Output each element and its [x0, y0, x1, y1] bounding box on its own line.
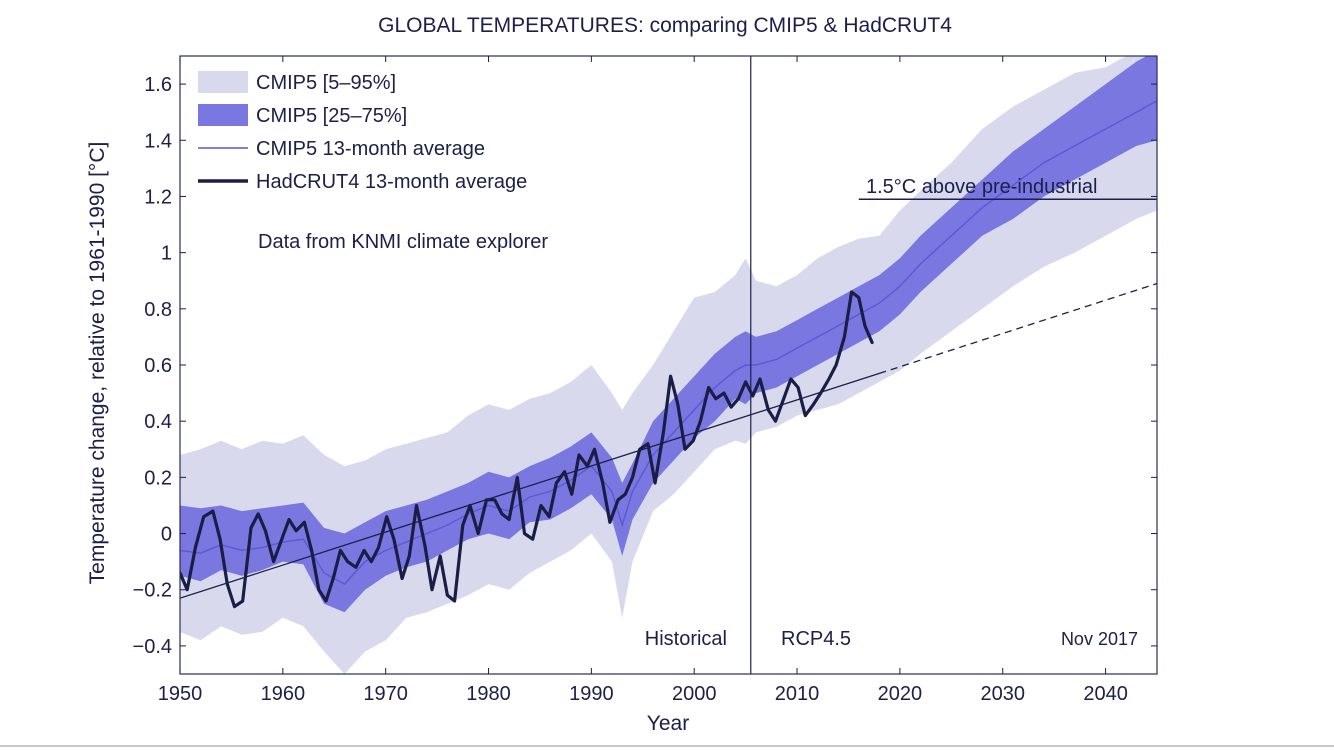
cmip5-mean-line — [180, 100, 1157, 585]
rcp45-label: RCP4.5 — [781, 628, 851, 650]
y-tick-label: 0 — [161, 524, 172, 546]
y-tick-label: 0.2 — [144, 467, 172, 489]
legend-label: CMIP5 [5–95%] — [256, 72, 396, 94]
x-tick-label: 1950 — [158, 683, 203, 705]
cmip5-25-75-band — [180, 56, 1157, 613]
legend-swatch — [198, 104, 248, 126]
x-tick-label: 1960 — [261, 683, 306, 705]
trend-line-dashed — [879, 282, 1157, 375]
source-note: Data from KNMI climate explorer — [258, 231, 548, 253]
x-tick-label: 1990 — [569, 683, 614, 705]
legend-label: CMIP5 [25–75%] — [256, 105, 407, 127]
historical-label: Historical — [645, 628, 727, 650]
plot-content — [180, 56, 1157, 674]
x-tick-label: 2030 — [980, 683, 1025, 705]
bottom-divider — [0, 745, 1334, 747]
y-tick-label: 1.2 — [144, 186, 172, 208]
y-tick-label: 0.8 — [144, 299, 172, 321]
trend-line-solid — [180, 372, 880, 599]
legend-swatch — [198, 71, 248, 93]
y-tick-label: −0.2 — [133, 580, 172, 602]
date-label: Nov 2017 — [1061, 629, 1138, 649]
y-tick-label: 0.6 — [144, 355, 172, 377]
y-axis-label: Temperature change, relative to 1961-199… — [86, 142, 109, 585]
y-tick-label: 1.6 — [144, 74, 172, 96]
x-axis-label: Year — [647, 712, 689, 735]
x-tick-label: 2010 — [775, 683, 820, 705]
plot-area: 1950 1960 1970 1980 1990 2000 2010 2020 2030 2040… — [133, 55, 1158, 705]
y-tick-label: 1 — [161, 243, 172, 265]
x-tick-label: 2040 — [1083, 683, 1128, 705]
legend-label: CMIP5 13-month average — [256, 138, 485, 160]
x-tick-label: 2000 — [672, 683, 717, 705]
x-tick-label: 1980 — [466, 683, 511, 705]
x-tick-label: 1970 — [363, 683, 408, 705]
hadcrut4-line — [180, 290, 874, 609]
x-tick-label: 2020 — [878, 683, 923, 705]
chart-title: GLOBAL TEMPERATURES: comparing CMIP5 & H… — [378, 14, 952, 37]
y-tick-label: 0.4 — [144, 411, 172, 433]
y-tick-label: 1.4 — [144, 130, 172, 152]
threshold-label: 1.5°C above pre-industrial — [866, 176, 1097, 198]
legend-label: HadCRUT4 13-month average — [256, 171, 527, 193]
y-tick-label: −0.4 — [133, 636, 172, 658]
